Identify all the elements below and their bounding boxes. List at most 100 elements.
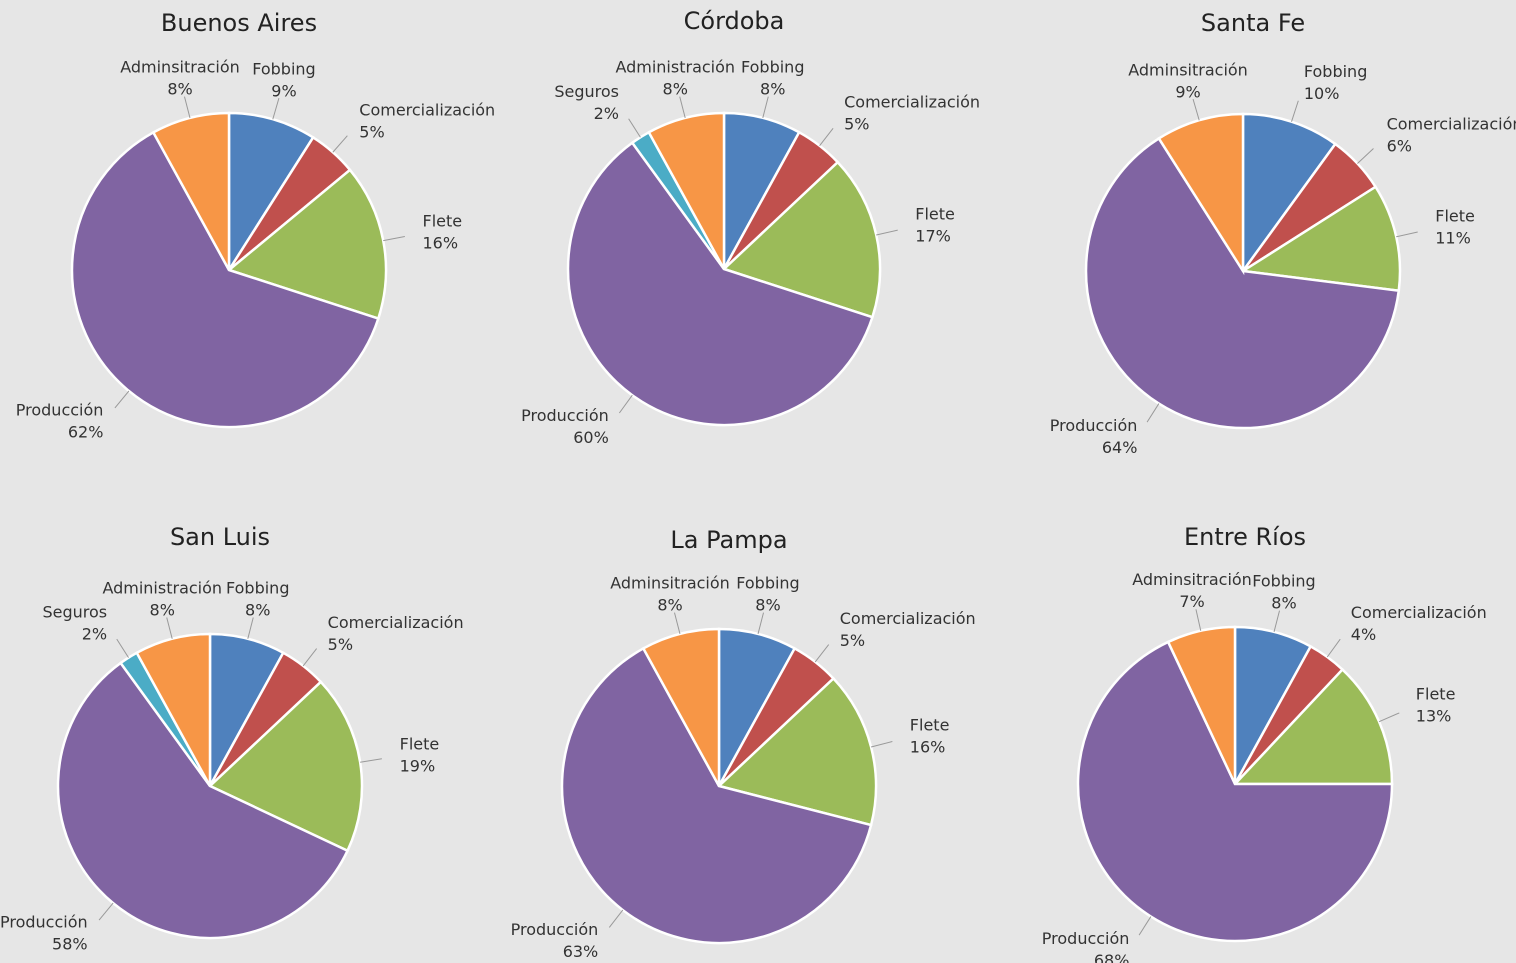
slice-value: 16% xyxy=(423,234,459,253)
slice-label: Flete xyxy=(1416,684,1456,703)
leader-line xyxy=(166,617,173,639)
pie-slice xyxy=(56,661,350,940)
leader-line xyxy=(360,758,382,763)
slice-label: Comercialización xyxy=(840,609,976,628)
leader-line xyxy=(98,902,114,921)
slice-label: Flete xyxy=(400,734,440,753)
slice-value: 17% xyxy=(915,227,951,246)
slice-label: Adminsitración xyxy=(1132,570,1252,589)
leader-line xyxy=(114,390,130,409)
leader-line xyxy=(383,235,405,242)
pie-chart: San Luis Fobbing 8% Comercialización 5% Flete… xyxy=(0,523,464,953)
slice-value: 5% xyxy=(359,123,384,142)
pie-chart: Buenos Aires Fobbing 9% Comercialización 5% F… xyxy=(16,9,495,441)
slice-label: Seguros xyxy=(42,602,107,621)
slice-label: Comercialización xyxy=(844,93,980,112)
slice-value: 10% xyxy=(1304,84,1340,103)
slice-label: Producción xyxy=(1050,416,1138,435)
slice-value: 5% xyxy=(844,115,869,134)
slice-label: Flete xyxy=(915,205,955,224)
slice-value: 11% xyxy=(1435,229,1471,248)
leader-line xyxy=(1326,638,1341,658)
slice-value: 2% xyxy=(594,104,619,123)
slice-value: 62% xyxy=(68,422,104,441)
pie-slice xyxy=(560,646,873,945)
slice-value: 8% xyxy=(1271,594,1296,613)
leader-line xyxy=(1378,712,1400,723)
pie-slice xyxy=(566,141,874,427)
leader-line xyxy=(332,135,348,153)
slice-value: 8% xyxy=(760,80,785,99)
leader-line xyxy=(1357,148,1374,164)
slice-label: Administración xyxy=(102,579,222,598)
pie-slice xyxy=(207,680,364,853)
leader-line xyxy=(1195,609,1202,631)
pie-slice xyxy=(1084,136,1401,430)
pie-slice xyxy=(1076,640,1394,943)
pie-slice xyxy=(1166,625,1237,785)
pie-slice xyxy=(70,130,380,429)
slice-value: 5% xyxy=(328,635,353,654)
leader-line xyxy=(116,638,129,658)
pie-chart: Córdoba Fobbing 8% Comercialización 5% Flete 1… xyxy=(521,7,980,447)
leader-line xyxy=(1273,610,1280,633)
leader-line xyxy=(608,909,624,928)
pie-slice xyxy=(1241,112,1338,275)
slice-value: 6% xyxy=(1387,137,1412,156)
slice-label: Administración xyxy=(615,58,735,77)
slice-value: 58% xyxy=(52,934,88,953)
slice-value: 16% xyxy=(910,738,946,757)
chart-title: San Luis xyxy=(170,523,270,551)
slice-value: 8% xyxy=(755,596,780,615)
slice-value: 5% xyxy=(840,631,865,650)
leader-line xyxy=(1192,98,1200,121)
leader-line xyxy=(1138,916,1152,936)
slice-label: Fobbing xyxy=(1304,62,1367,81)
pie-slice xyxy=(151,111,231,271)
chart-title: Córdoba xyxy=(684,7,785,35)
pie-slice xyxy=(1239,185,1402,293)
leader-line xyxy=(876,229,898,236)
leader-line xyxy=(272,97,280,120)
pie-slice xyxy=(641,627,721,787)
chart-title: Santa Fe xyxy=(1201,9,1305,37)
pie-slice xyxy=(721,160,882,319)
slice-label: Producción xyxy=(511,920,599,939)
slice-label: Adminsitración xyxy=(1128,60,1248,79)
pie-slice xyxy=(1232,667,1394,786)
slice-label: Adminsitración xyxy=(120,58,240,77)
slice-label: Producción xyxy=(521,406,609,425)
slice-value: 8% xyxy=(663,80,688,99)
leader-line xyxy=(679,96,686,119)
pie-slice xyxy=(1157,112,1245,276)
pie-chart: Entre Ríos Fobbing 8% Comercialización 4% Fle… xyxy=(1042,523,1487,963)
slice-value: 2% xyxy=(82,624,107,643)
leader-line xyxy=(819,128,834,147)
slice-value: 8% xyxy=(657,596,682,615)
slice-label: Comercialización xyxy=(1351,603,1487,622)
leader-line xyxy=(247,617,254,639)
slice-value: 9% xyxy=(271,81,296,100)
slice-value: 8% xyxy=(245,601,270,620)
chart-title: La Pampa xyxy=(670,526,787,554)
slice-value: 13% xyxy=(1416,706,1452,725)
slice-label: Adminsitración xyxy=(610,574,730,593)
slice-label: Comercialización xyxy=(1387,115,1516,134)
slice-label: Fobbing xyxy=(226,579,289,598)
leader-line xyxy=(757,612,764,635)
leader-line xyxy=(814,644,830,663)
slice-label: Producción xyxy=(1042,929,1130,948)
slice-value: 8% xyxy=(167,80,192,99)
slice-label: Producción xyxy=(0,912,88,931)
leader-line xyxy=(618,394,633,414)
leader-line xyxy=(1291,100,1299,122)
slice-value: 19% xyxy=(400,756,436,775)
leader-line xyxy=(1396,231,1418,238)
slice-label: Seguros xyxy=(554,82,619,101)
slice-label: Fobbing xyxy=(252,59,315,78)
leader-line xyxy=(184,96,191,119)
slice-label: Flete xyxy=(910,716,950,735)
slice-value: 9% xyxy=(1175,82,1200,101)
leader-line xyxy=(302,648,318,667)
